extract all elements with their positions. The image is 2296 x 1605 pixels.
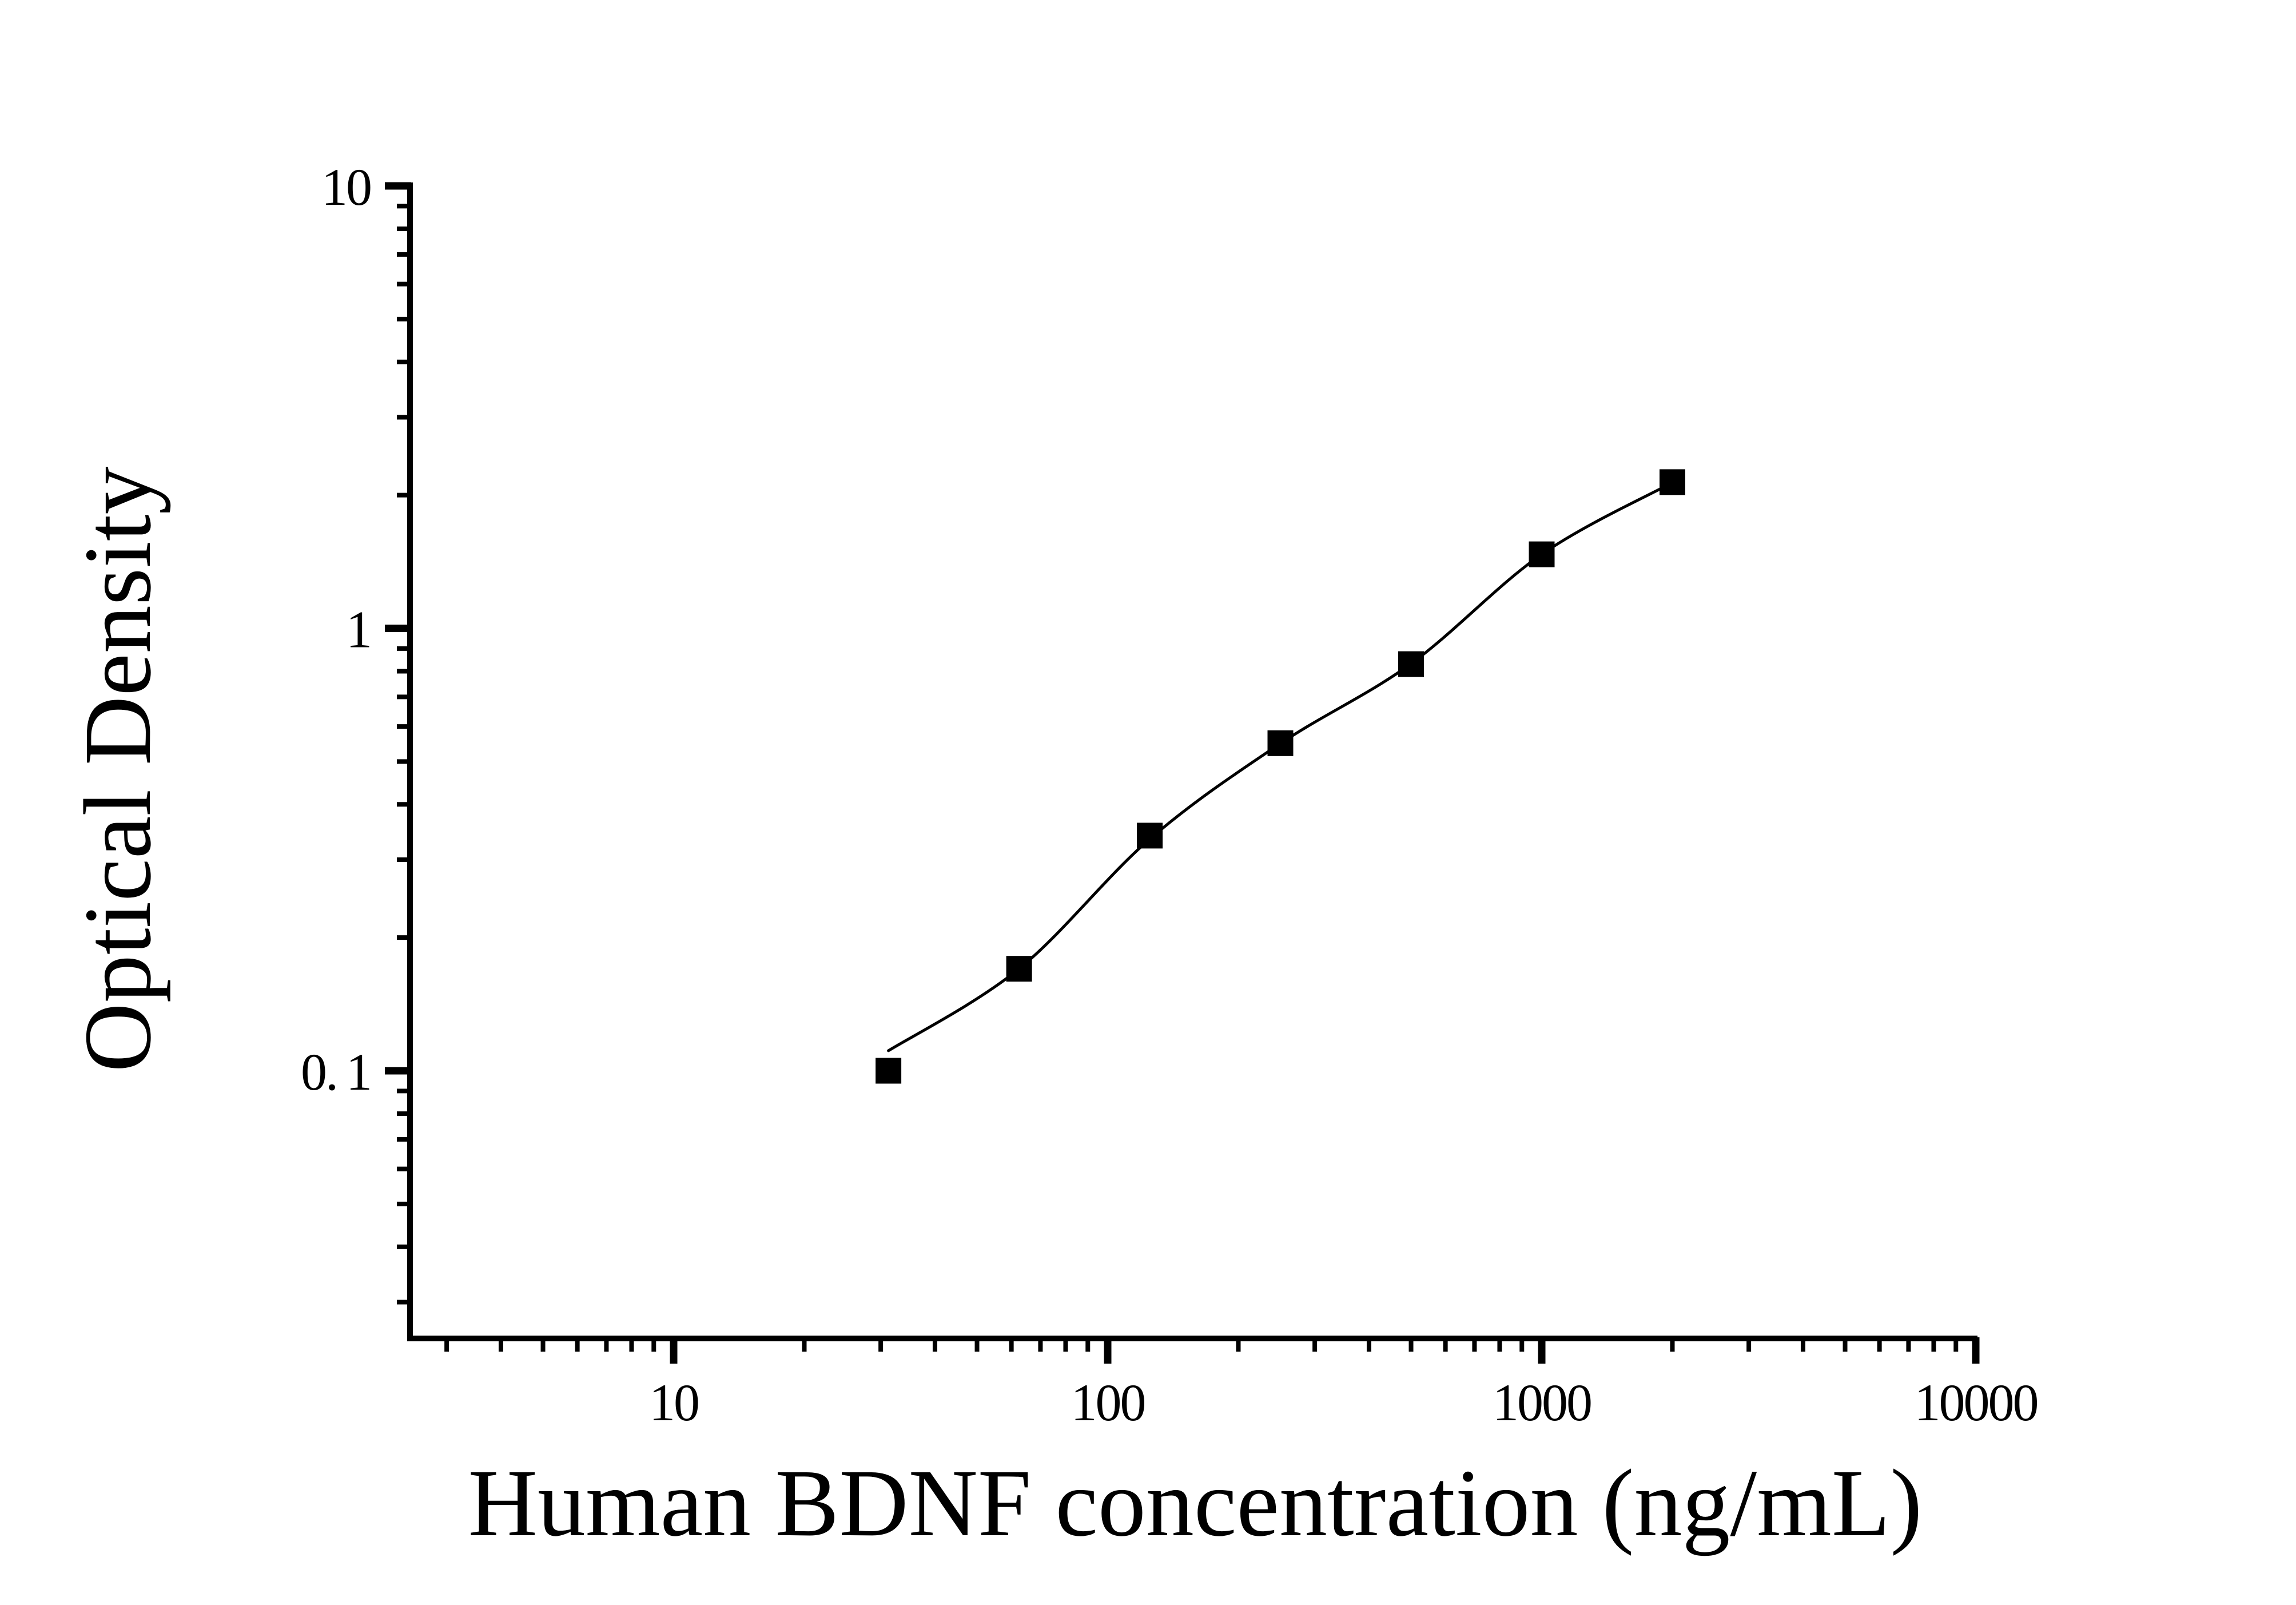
y-axis-title: Optical Density	[65, 466, 171, 1072]
axes-spine	[407, 182, 1977, 1341]
x-axis-title: Human BDNF concentration (ng/mL)	[468, 1450, 1923, 1556]
x-tick-label-10: 10	[649, 1373, 698, 1432]
x-tick-label-100: 100	[1071, 1373, 1145, 1432]
y-tick-label-0.1: 0. 1	[301, 1043, 371, 1101]
data-point-250	[1267, 730, 1294, 756]
x-tick-label-1000: 1000	[1493, 1373, 1591, 1432]
data-point-2000	[1660, 469, 1685, 495]
data-point-62.5	[1006, 956, 1032, 982]
data-point-125	[1137, 823, 1163, 849]
data-point-31.25	[876, 1058, 902, 1084]
y-tick-label-10: 10	[321, 158, 371, 216]
fit-curve	[887, 481, 1674, 1052]
x-tick-label-10000: 10000	[1915, 1373, 2038, 1432]
data-point-500	[1398, 651, 1424, 677]
y-tick-label-1: 1	[346, 601, 371, 659]
data-point-1000	[1529, 541, 1555, 567]
